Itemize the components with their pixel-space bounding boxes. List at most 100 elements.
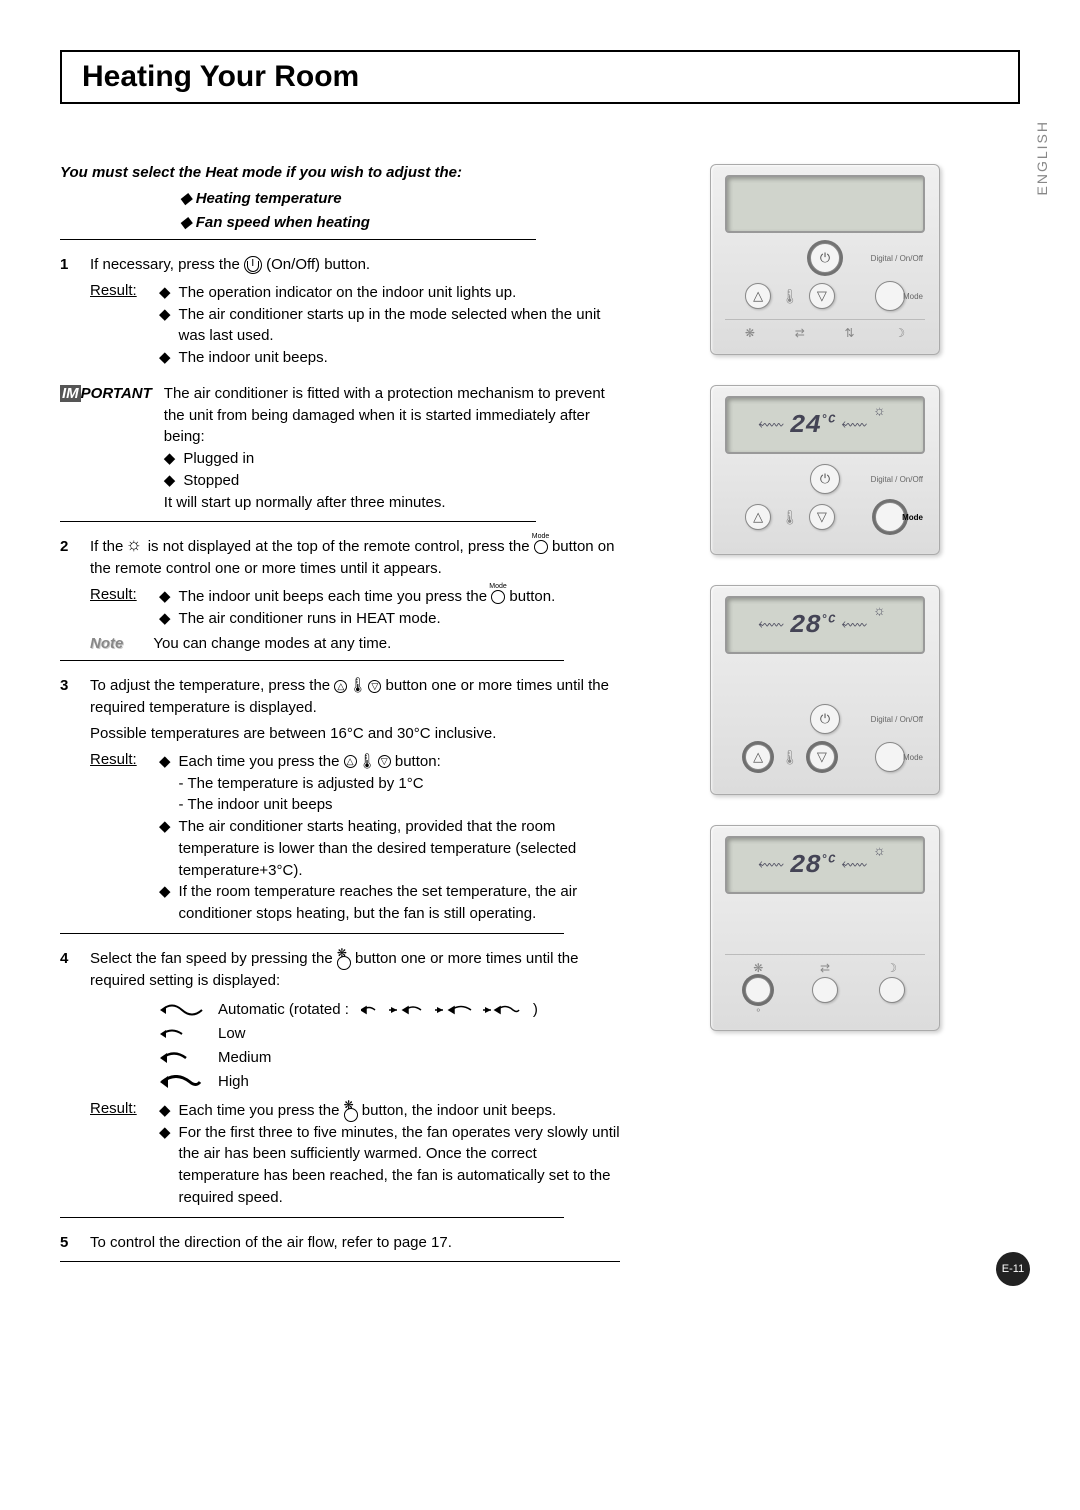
button-label: Digital / On/Off bbox=[871, 475, 923, 484]
remote-screen: ⬳ 28°C ⬳ ☼ bbox=[725, 836, 925, 894]
mode-button bbox=[875, 281, 905, 311]
lcd-fan-icon: ⬳ bbox=[841, 415, 867, 436]
lcd-fan-icon: ⬳ bbox=[841, 855, 867, 876]
divider bbox=[60, 1217, 564, 1218]
step-text: To adjust the temperature, press the bbox=[90, 677, 334, 694]
instructions-column: You must select the Heat mode if you wis… bbox=[60, 164, 620, 1276]
remote-illustrations: ⏻ Digital / On/Off △ 🌡 ▽ Mode ❋ ⇄ ⇅ ☽ ⬳ bbox=[660, 164, 940, 1276]
temp-up-button: △ bbox=[745, 283, 771, 309]
temp-down-button: ▽ bbox=[809, 744, 835, 770]
lcd-fan-icon: ⬳ bbox=[758, 855, 784, 876]
bullet-icon: ◆ bbox=[159, 608, 171, 630]
page-title-box: Heating Your Room bbox=[60, 50, 1020, 104]
temp-up-button: △ bbox=[745, 504, 771, 530]
important-bullet: Plugged in bbox=[183, 448, 254, 470]
result-label: Result: bbox=[90, 586, 145, 630]
fan-option-auto: Automatic (rotated : ) bbox=[160, 998, 620, 1022]
bullet-icon: ◆ bbox=[159, 347, 171, 369]
lcd-temp: 28°C bbox=[790, 850, 836, 880]
result-block: Result: ◆ Each time you press the △🌡▽ bu… bbox=[60, 751, 620, 925]
sleep-button bbox=[879, 977, 905, 1003]
important-bullet: Stopped bbox=[183, 470, 239, 492]
important-text: The air conditioner is fitted with a pro… bbox=[164, 383, 620, 448]
result-label: Result: bbox=[90, 282, 145, 369]
result-sub: - The indoor unit beeps bbox=[179, 796, 333, 813]
intro-bullet: ◆ Heating temperature bbox=[60, 189, 620, 207]
result-text: The indoor unit beeps each time you pres… bbox=[179, 586, 556, 608]
thermometer-icon: 🌡 bbox=[781, 288, 799, 305]
remote-bottom-row: ❋ ⚬ ⇄ ☽ bbox=[725, 954, 925, 1016]
fan-option-low: Low bbox=[160, 1022, 620, 1046]
mode-button-icon bbox=[534, 540, 548, 554]
remote-screen: ⬳ 24°C ⬳ ☼ bbox=[725, 396, 925, 454]
icon-strip: ❋ ⇄ ⇅ ☽ bbox=[725, 319, 925, 340]
small-icon: ⚬ bbox=[745, 1005, 771, 1016]
result-text: The air conditioner starts heating, prov… bbox=[179, 816, 620, 881]
remote-button-row: △ 🌡 ▽ Mode bbox=[725, 742, 925, 772]
sleep-icon: ☽ bbox=[894, 326, 905, 340]
step-2: 2 If the is not displayed at the top of … bbox=[60, 536, 620, 580]
button-label: Digital / On/Off bbox=[871, 715, 923, 724]
fan-label: High bbox=[218, 1070, 249, 1094]
result-text: For the first three to five minutes, the… bbox=[179, 1122, 620, 1209]
note-block: Note You can change modes at any time. bbox=[60, 635, 620, 652]
button-label: Mode bbox=[903, 753, 923, 762]
step-text: (On/Off) button. bbox=[266, 256, 370, 273]
result-text-part: button, the indoor unit beeps. bbox=[358, 1102, 556, 1119]
bullet-icon: ◆ bbox=[159, 881, 171, 925]
power-icon bbox=[244, 256, 262, 274]
result-text: Each time you press the button, the indo… bbox=[179, 1100, 557, 1122]
fan-label: Medium bbox=[218, 1046, 271, 1070]
page-number-badge: E-11 bbox=[996, 1252, 1030, 1286]
lcd-temp: 24°C bbox=[790, 410, 836, 440]
bullet-icon: ◆ bbox=[159, 816, 171, 881]
bullet-icon: ◆ bbox=[159, 1122, 171, 1209]
temp-buttons-icon: △🌡▽ bbox=[344, 751, 391, 773]
result-text: If the room temperature reaches the set … bbox=[179, 881, 620, 925]
result-text-part: The indoor unit beeps each time you pres… bbox=[179, 588, 492, 605]
page-title: Heating Your Room bbox=[82, 60, 998, 94]
temp-down-button: ▽ bbox=[809, 283, 835, 309]
important-label-text: PORTANT bbox=[81, 385, 152, 402]
step-text: If the bbox=[90, 538, 128, 555]
important-block: IMPORTANT The air conditioner is fitted … bbox=[60, 383, 620, 514]
remote-figure-4: ⬳ 28°C ⬳ ☼ ❋ ⚬ ⇄ ☽ bbox=[710, 825, 940, 1031]
sun-icon bbox=[128, 539, 144, 555]
lcd-sun-icon: ☼ bbox=[873, 842, 886, 858]
remote-button-row: ⏻ Digital / On/Off bbox=[725, 243, 925, 273]
result-list: ◆ The indoor unit beeps each time you pre… bbox=[159, 586, 620, 630]
mode-button-icon bbox=[491, 590, 505, 604]
result-text: The indoor unit beeps. bbox=[179, 347, 328, 369]
fan-high-icon bbox=[160, 1075, 206, 1089]
result-list: ◆ Each time you press the button, the ind… bbox=[159, 1100, 620, 1209]
lcd-temp: 28°C bbox=[790, 610, 836, 640]
temp-up-button: △ bbox=[745, 744, 771, 770]
result-block: Result: ◆Each time you press the button,… bbox=[60, 1100, 620, 1209]
lcd-sun-icon: ☼ bbox=[873, 602, 886, 618]
step-number: 2 bbox=[60, 536, 76, 580]
result-text: Each time you press the △🌡▽ button: - Th… bbox=[179, 751, 441, 816]
swing-icon: ⇄ bbox=[795, 326, 805, 340]
remote-figure-2: ⬳ 24°C ⬳ ☼ ⏻ Digital / On/Off △ 🌡 ▽ Mode bbox=[710, 385, 940, 555]
important-label: IMPORTANT bbox=[60, 383, 152, 514]
button-label: Mode bbox=[903, 292, 923, 301]
mode-button bbox=[875, 502, 905, 532]
step-text: Select the fan speed by pressing the bbox=[90, 950, 337, 967]
bullet-icon: ◆ bbox=[159, 1100, 171, 1122]
step-4: 4 Select the fan speed by pressing the b… bbox=[60, 948, 620, 992]
result-text-part: Each time you press the bbox=[179, 1102, 344, 1119]
lcd-fan-icon: ⬳ bbox=[841, 615, 867, 636]
remote-button-row: ⏻ Digital / On/Off bbox=[725, 704, 925, 734]
content: You must select the Heat mode if you wis… bbox=[60, 164, 1020, 1276]
remote-screen bbox=[725, 175, 925, 233]
swing-icon: ⇄ bbox=[812, 961, 838, 975]
result-text: The air conditioner runs in HEAT mode. bbox=[179, 608, 441, 630]
fan-auto-icon bbox=[160, 1003, 206, 1017]
fan-label: Automatic (rotated : bbox=[218, 998, 349, 1022]
fan-speed-list: Automatic (rotated : ) bbox=[60, 998, 620, 1094]
fan-label: Low bbox=[218, 1022, 246, 1046]
fan-option-medium: Medium bbox=[160, 1046, 620, 1070]
result-text: The operation indicator on the indoor un… bbox=[179, 282, 517, 304]
step-5: 5 To control the direction of the air fl… bbox=[60, 1232, 620, 1254]
button-label: Digital / On/Off bbox=[871, 254, 923, 263]
